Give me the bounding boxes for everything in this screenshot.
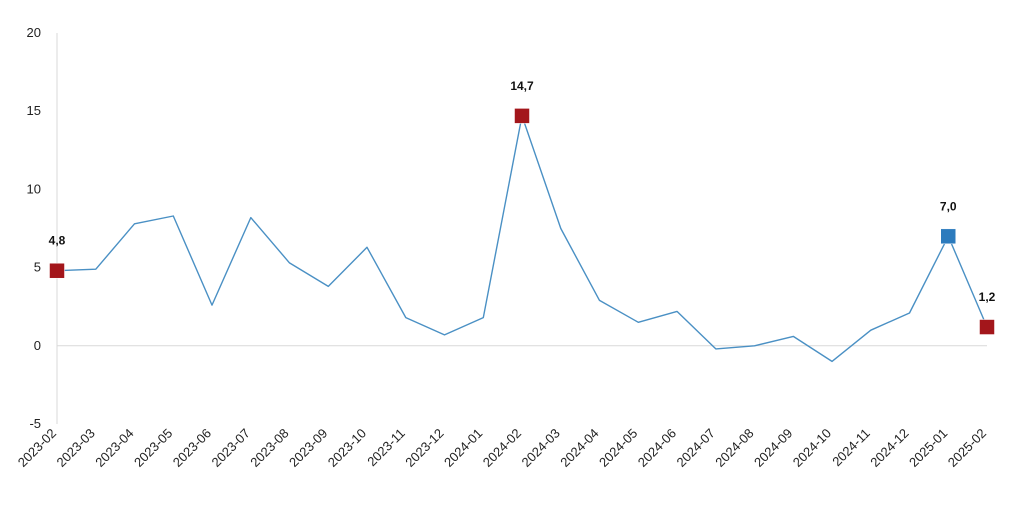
x-tick-label: 2023-09 (286, 426, 330, 470)
x-tick-label: 2024-04 (557, 426, 601, 470)
data-point-label: 4,8 (49, 234, 66, 248)
x-tick-label: 2024-11 (829, 426, 873, 470)
x-tick-label: 2024-10 (790, 426, 834, 470)
x-tick-label: 2024-03 (519, 426, 563, 470)
y-tick-label: 20 (27, 25, 41, 40)
x-tick-label: 2023-08 (247, 426, 291, 470)
x-tick-label: 2024-12 (867, 426, 911, 470)
x-tick-label: 2024-07 (674, 426, 718, 470)
data-point-marker (979, 319, 995, 335)
x-tick-label: 2024-08 (712, 426, 756, 470)
y-axis-tick-labels: -5 0 5 10 15 20 (27, 25, 41, 431)
x-axis-tick-labels: 2023-022023-032023-042023-052023-062023-… (15, 426, 989, 470)
x-tick-label: 2024-09 (751, 426, 795, 470)
data-point-marker (514, 108, 530, 124)
y-tick-label: 15 (27, 103, 41, 118)
x-tick-label: 2023-03 (54, 426, 98, 470)
y-tick-label: 5 (34, 260, 41, 275)
y-tick-label: 0 (34, 338, 41, 353)
x-tick-label: 2023-05 (131, 426, 175, 470)
x-tick-label: 2023-10 (325, 426, 369, 470)
y-tick-label: 10 (27, 181, 41, 196)
x-tick-label: 2024-06 (635, 426, 679, 470)
data-point-label: 1,2 (979, 290, 996, 304)
x-tick-label: 2025-01 (906, 426, 950, 470)
x-tick-label: 2023-11 (364, 426, 408, 470)
x-tick-label: 2024-01 (441, 426, 485, 470)
data-point-marker (940, 228, 956, 245)
x-tick-label: 2024-05 (596, 426, 640, 470)
data-labels: 4,8 14,7 7,0 1,2 (49, 79, 996, 304)
series-line-group (56, 115, 988, 363)
x-tick-label: 2023-07 (209, 426, 253, 470)
x-tick-label: 2023-06 (170, 426, 214, 470)
axes (56, 33, 987, 424)
series-line (56, 115, 988, 363)
x-tick-label: 2025-02 (945, 426, 989, 470)
y-tick-label: -5 (29, 416, 41, 431)
x-tick-label: 2024-02 (480, 426, 524, 470)
highlight-markers (49, 108, 995, 335)
x-tick-label: 2023-04 (92, 426, 136, 470)
data-point-label: 7,0 (940, 199, 957, 213)
data-point-marker (49, 262, 65, 279)
x-tick-label: 2023-02 (15, 426, 59, 470)
x-tick-label: 2023-12 (402, 426, 446, 470)
data-point-label: 14,7 (510, 79, 534, 93)
